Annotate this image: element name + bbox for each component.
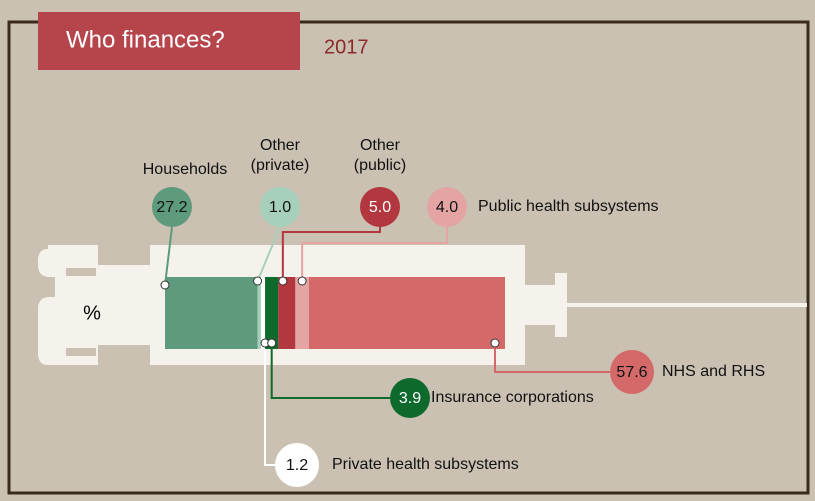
bar-segment [260, 277, 266, 349]
connector [164, 226, 173, 286]
handle-gap [66, 348, 96, 356]
connector [256, 226, 281, 282]
connector [494, 343, 610, 373]
value-bubble [610, 350, 654, 394]
connector [301, 227, 448, 281]
handle-gap [66, 268, 96, 276]
bar-segment [265, 277, 279, 349]
anchor-dot [253, 276, 263, 286]
value-bubble [390, 378, 430, 418]
series-name: Private health subsystems [332, 456, 519, 473]
chart-title: Who finances? [66, 26, 225, 53]
anchor-dot [160, 280, 170, 290]
series-name: Other (private) [250, 137, 310, 174]
bar-segment [257, 277, 261, 349]
anchor-dot [278, 276, 288, 286]
bar-segment [295, 277, 309, 349]
anchor-dot [267, 338, 277, 348]
value-bubble [427, 187, 467, 227]
connector [264, 343, 275, 466]
connector [281, 227, 381, 281]
bar-segment [278, 277, 296, 349]
title-box [38, 12, 300, 70]
series-name: Households [142, 161, 228, 178]
series-name: Public health subsystems [478, 198, 659, 215]
value-bubble [275, 443, 319, 487]
series-name: Other (public) [353, 137, 407, 174]
bar-segment [308, 277, 505, 349]
anchor-dot [490, 338, 500, 348]
value-label: 1.0 [269, 199, 291, 216]
value-bubble [152, 187, 192, 227]
frame [7, 20, 810, 495]
series-name: NHS and RHS [662, 363, 766, 380]
value-bubble [260, 187, 300, 227]
value-label: 3.9 [399, 390, 421, 407]
value-bubble [360, 187, 400, 227]
connector [270, 343, 390, 399]
series-name: Insurance corporations [431, 389, 594, 406]
value-label: 57.6 [616, 364, 647, 381]
value-label: 5.0 [369, 199, 391, 216]
subtitle: 2017 [324, 36, 369, 58]
bar-segment [165, 277, 258, 349]
value-label: 4.0 [436, 199, 458, 216]
value-label: 1.2 [286, 457, 308, 474]
value-label: 27.2 [156, 199, 187, 216]
unit-label: % [83, 302, 101, 324]
anchor-dot [297, 276, 307, 286]
